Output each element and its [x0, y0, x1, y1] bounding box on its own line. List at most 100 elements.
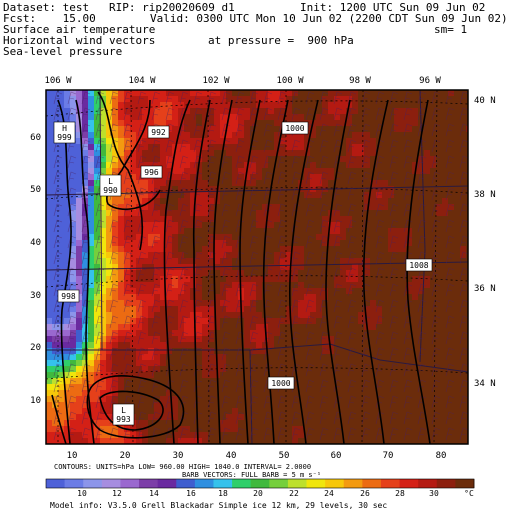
wind-barb [403, 139, 413, 153]
wind-barb [151, 91, 161, 105]
wind-barb [263, 411, 273, 425]
wind-barb [221, 219, 231, 233]
wind-barb [151, 139, 161, 153]
wind-barb [109, 155, 119, 169]
wind-barb [431, 251, 441, 265]
wind-barb [179, 347, 189, 361]
wind-barb [459, 123, 468, 137]
cbar-tick: 12 [112, 489, 122, 498]
wind-barb [431, 187, 441, 201]
wind-barb [193, 107, 203, 121]
wind-barb [389, 427, 399, 441]
wind-barb [305, 171, 315, 185]
svg-text:1008: 1008 [409, 261, 428, 270]
wind-barb [109, 331, 119, 345]
wind-barb [123, 379, 133, 393]
wind-barb [459, 203, 468, 217]
pressure-label: 998 [57, 289, 80, 303]
wind-barb [459, 299, 468, 313]
wind-barb [165, 155, 175, 169]
wind-barb [109, 395, 119, 409]
wind-barb [263, 267, 273, 281]
x-tick: 40 [226, 451, 237, 461]
wind-barb [291, 91, 301, 105]
cbar-tick: 22 [289, 489, 299, 498]
wind-barb [291, 283, 301, 297]
wind-barb [207, 91, 217, 105]
wind-barb [207, 363, 217, 377]
wind-barb [319, 107, 329, 121]
wind-barb [81, 91, 91, 105]
wind-barb [109, 203, 119, 217]
wind-barb [389, 203, 399, 217]
wind-barb [277, 203, 287, 217]
wind-barb [459, 155, 468, 169]
wind-barb [375, 235, 385, 249]
wind-barb [277, 331, 287, 345]
svg-text:H: H [62, 124, 67, 133]
x-tick: 30 [173, 451, 184, 461]
wind-barb [431, 123, 441, 137]
wind-barb [431, 315, 441, 329]
wind-barb [305, 235, 315, 249]
wind-barb [221, 395, 231, 409]
wind-barb [249, 283, 259, 297]
wind-barb [375, 187, 385, 201]
wind-barb [137, 347, 147, 361]
wind-barb [347, 91, 357, 105]
wind-barb [235, 155, 245, 169]
wind-barb [235, 411, 245, 425]
wind-barb [123, 235, 133, 249]
wind-barb [207, 411, 217, 425]
wind-barb [221, 299, 231, 313]
wind-barb [235, 187, 245, 201]
wind-barb [319, 139, 329, 153]
wind-barb [347, 283, 357, 297]
wind-barb [445, 187, 455, 201]
wind-barb [95, 347, 105, 361]
wind-barb [193, 123, 203, 137]
wind-barb [53, 379, 63, 393]
wind-barb [123, 123, 133, 137]
smoothing-label: sm= 1 [434, 23, 468, 36]
wind-barb [305, 187, 315, 201]
wind-barb [109, 347, 119, 361]
wind-barb [95, 123, 105, 137]
wind-barb [417, 331, 427, 345]
wind-barb [389, 315, 399, 329]
pressure-label: 1008 [405, 258, 433, 272]
wind-barb [221, 155, 231, 169]
wind-barb [151, 235, 161, 249]
wind-barb [347, 251, 357, 265]
pressure-label: 1000 [267, 376, 295, 390]
wind-barb [319, 411, 329, 425]
wind-barb [249, 219, 259, 233]
wind-barb [123, 315, 133, 329]
cbar-tick: 18 [218, 489, 228, 498]
wind-barb [375, 155, 385, 169]
wind-barb [165, 283, 175, 297]
wind-barb [249, 203, 259, 217]
wind-barb [235, 171, 245, 185]
wind-barb [361, 107, 371, 121]
wind-barb [151, 315, 161, 329]
wind-barb [221, 427, 231, 441]
wind-barb [347, 107, 357, 121]
wind-barb [459, 395, 468, 409]
colorbar-swatch [306, 479, 326, 488]
x-tick: 20 [120, 451, 131, 461]
wind-barb [53, 363, 63, 377]
wind-barb [403, 363, 413, 377]
wind-barb [305, 331, 315, 345]
wind-barb [95, 267, 105, 281]
wind-barb [207, 139, 217, 153]
wind-barb [53, 219, 63, 233]
wind-barb [123, 331, 133, 345]
wind-barb [179, 299, 189, 313]
lon-label: 100 W [276, 76, 304, 86]
wind-barb [207, 171, 217, 185]
wind-barb [221, 283, 231, 297]
wind-barb [249, 91, 259, 105]
wind-barb [137, 315, 147, 329]
wind-barb [207, 203, 217, 217]
